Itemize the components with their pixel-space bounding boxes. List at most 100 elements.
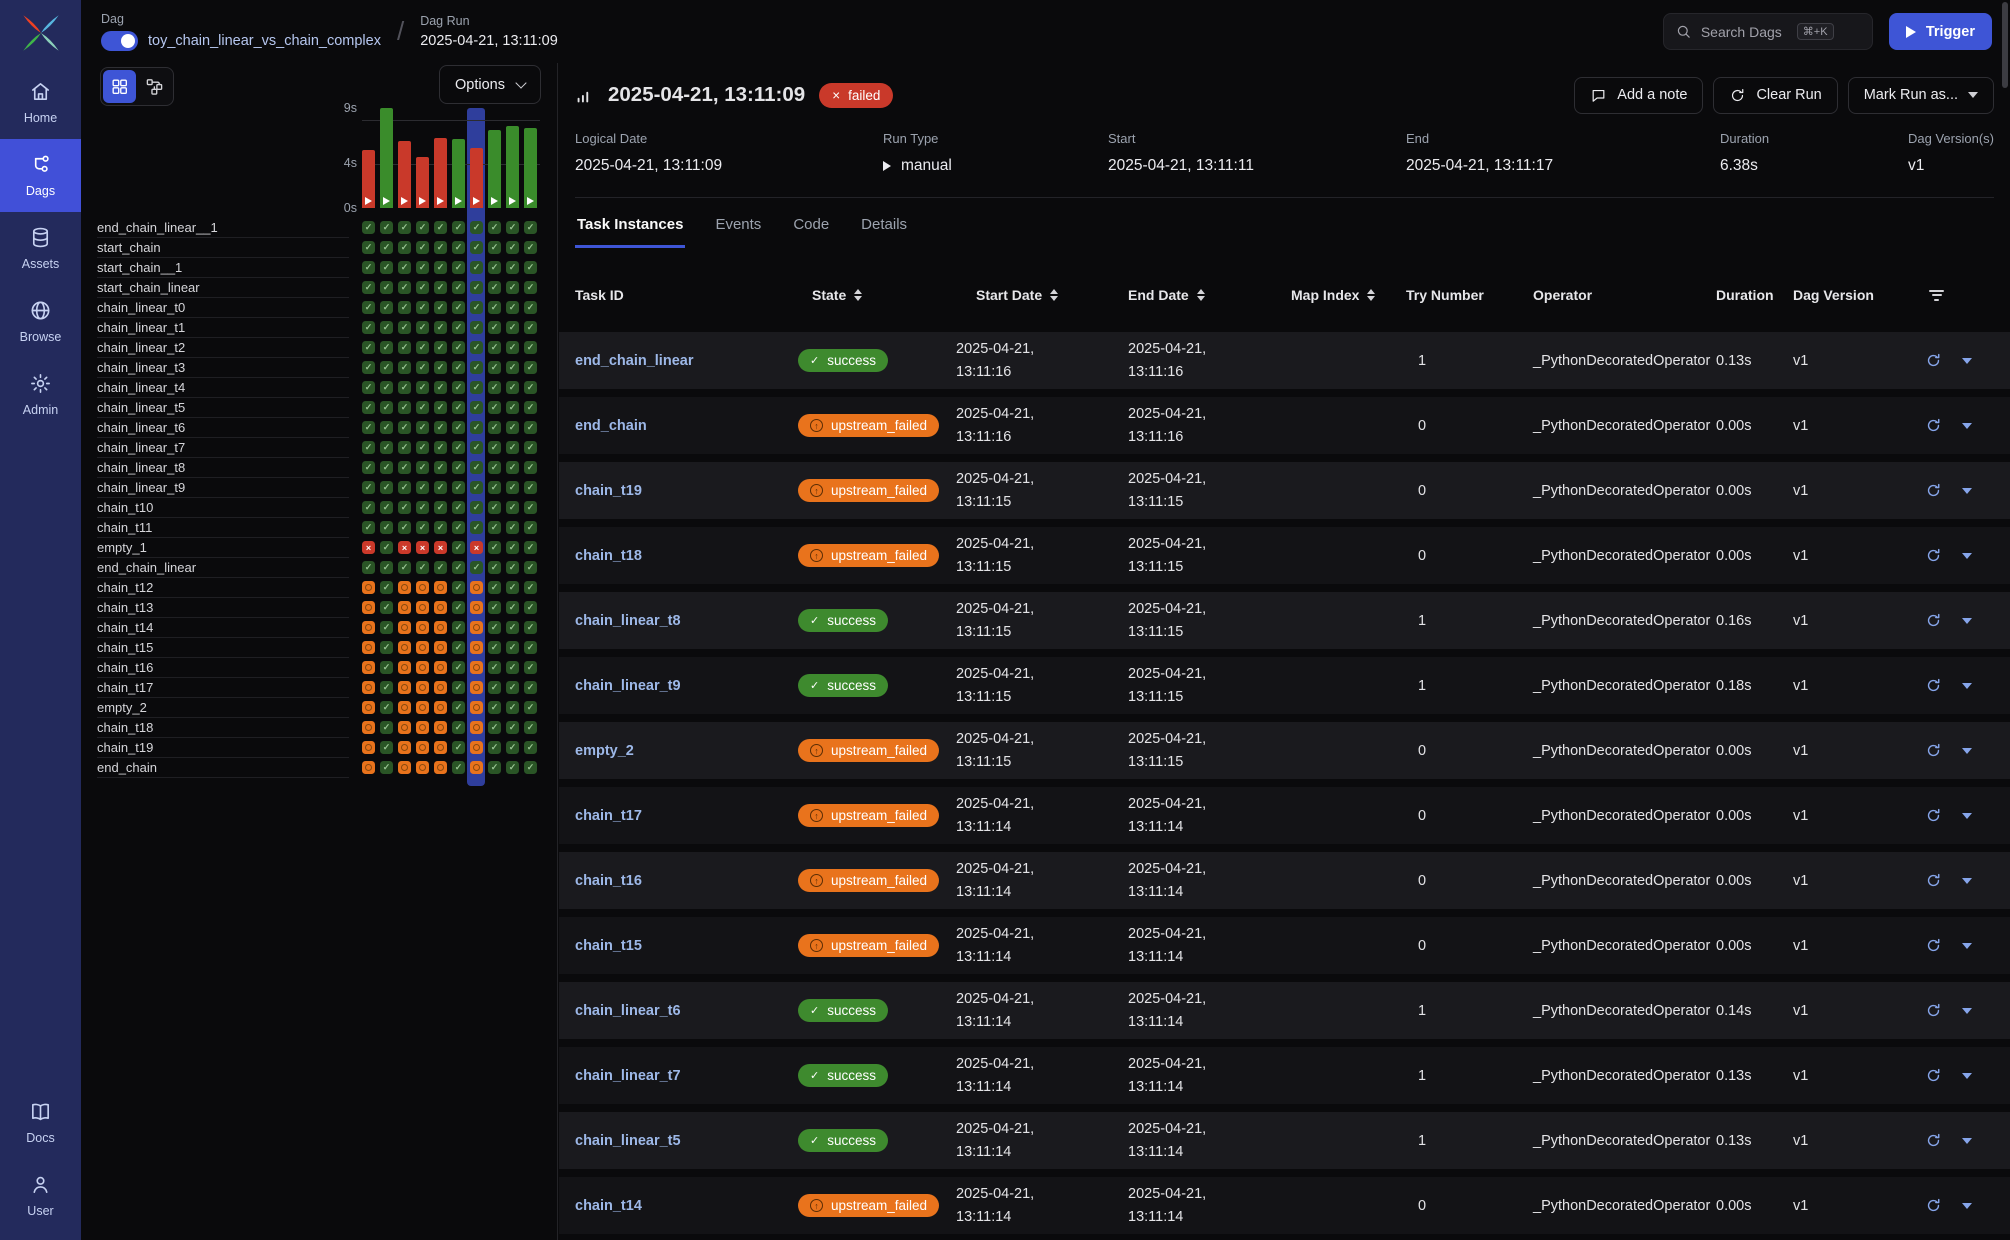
task-label[interactable]: start_chain_linear bbox=[97, 278, 349, 298]
task-status-success-icon[interactable]: ✓ bbox=[362, 261, 375, 274]
run-duration-bar[interactable] bbox=[398, 141, 411, 208]
task-status-upstream-icon[interactable] bbox=[416, 681, 429, 694]
task-status-success-icon[interactable]: ✓ bbox=[416, 521, 429, 534]
task-status-success-icon[interactable]: ✓ bbox=[416, 281, 429, 294]
task-status-success-icon[interactable]: ✓ bbox=[488, 561, 501, 574]
task-label[interactable]: chain_t13 bbox=[97, 598, 349, 618]
task-status-success-icon[interactable]: ✓ bbox=[470, 321, 483, 334]
task-status-success-icon[interactable]: ✓ bbox=[434, 401, 447, 414]
task-status-success-icon[interactable]: ✓ bbox=[452, 261, 465, 274]
grid-view-button[interactable] bbox=[103, 70, 136, 103]
task-status-success-icon[interactable]: ✓ bbox=[488, 761, 501, 774]
task-status-success-icon[interactable]: ✓ bbox=[362, 321, 375, 334]
caret-down-icon[interactable] bbox=[1962, 748, 1972, 754]
task-label[interactable]: chain_linear_t6 bbox=[97, 418, 349, 438]
task-status-success-icon[interactable]: ✓ bbox=[434, 361, 447, 374]
task-status-success-icon[interactable]: ✓ bbox=[488, 581, 501, 594]
task-status-success-icon[interactable]: ✓ bbox=[470, 421, 483, 434]
task-status-success-icon[interactable]: ✓ bbox=[506, 241, 519, 254]
task-id-link[interactable]: chain_t16 bbox=[575, 873, 798, 889]
task-status-success-icon[interactable]: ✓ bbox=[380, 281, 393, 294]
task-label[interactable]: chain_linear_t0 bbox=[97, 298, 349, 318]
task-status-success-icon[interactable]: ✓ bbox=[380, 641, 393, 654]
task-status-success-icon[interactable]: ✓ bbox=[380, 581, 393, 594]
task-status-success-icon[interactable]: ✓ bbox=[362, 401, 375, 414]
task-status-success-icon[interactable]: ✓ bbox=[506, 261, 519, 274]
task-status-success-icon[interactable]: ✓ bbox=[488, 381, 501, 394]
task-status-success-icon[interactable]: ✓ bbox=[488, 321, 501, 334]
task-status-success-icon[interactable]: ✓ bbox=[362, 561, 375, 574]
task-status-success-icon[interactable]: ✓ bbox=[416, 561, 429, 574]
task-status-success-icon[interactable]: ✓ bbox=[524, 581, 537, 594]
task-label[interactable]: empty_2 bbox=[97, 698, 349, 718]
task-status-success-icon[interactable]: ✓ bbox=[524, 481, 537, 494]
task-status-success-icon[interactable]: ✓ bbox=[362, 521, 375, 534]
dag-pause-toggle[interactable] bbox=[101, 31, 138, 51]
clear-run-button[interactable]: Clear Run bbox=[1713, 77, 1837, 114]
task-id-link[interactable]: end_chain bbox=[575, 418, 798, 434]
search-input[interactable]: Search Dags ⌘+K bbox=[1663, 13, 1873, 50]
task-status-success-icon[interactable]: ✓ bbox=[506, 481, 519, 494]
mark-run-as-button[interactable]: Mark Run as... bbox=[1848, 77, 1994, 114]
task-status-success-icon[interactable]: ✓ bbox=[398, 401, 411, 414]
task-status-success-icon[interactable]: ✓ bbox=[452, 421, 465, 434]
task-status-upstream-icon[interactable] bbox=[416, 721, 429, 734]
task-status-success-icon[interactable]: ✓ bbox=[524, 341, 537, 354]
task-status-success-icon[interactable]: ✓ bbox=[506, 321, 519, 334]
task-status-success-icon[interactable]: ✓ bbox=[452, 661, 465, 674]
task-status-upstream-icon[interactable] bbox=[398, 721, 411, 734]
task-status-success-icon[interactable]: ✓ bbox=[470, 221, 483, 234]
task-status-success-icon[interactable]: ✓ bbox=[506, 641, 519, 654]
sort-icon[interactable] bbox=[854, 289, 862, 301]
task-status-upstream-icon[interactable] bbox=[470, 601, 483, 614]
task-status-success-icon[interactable]: ✓ bbox=[380, 441, 393, 454]
task-status-upstream-icon[interactable] bbox=[470, 581, 483, 594]
task-status-success-icon[interactable]: ✓ bbox=[506, 301, 519, 314]
task-status-success-icon[interactable]: ✓ bbox=[506, 681, 519, 694]
clear-task-icon[interactable] bbox=[1925, 1067, 1942, 1084]
caret-down-icon[interactable] bbox=[1962, 618, 1972, 624]
task-status-success-icon[interactable]: ✓ bbox=[506, 341, 519, 354]
task-status-success-icon[interactable]: ✓ bbox=[506, 741, 519, 754]
task-status-success-icon[interactable]: ✓ bbox=[506, 541, 519, 554]
task-status-success-icon[interactable]: ✓ bbox=[452, 581, 465, 594]
task-status-upstream-icon[interactable] bbox=[362, 701, 375, 714]
clear-task-icon[interactable] bbox=[1925, 1132, 1942, 1149]
task-status-success-icon[interactable]: ✓ bbox=[506, 561, 519, 574]
task-status-upstream-icon[interactable] bbox=[434, 721, 447, 734]
task-status-failed-icon[interactable]: × bbox=[362, 541, 375, 554]
task-status-success-icon[interactable]: ✓ bbox=[488, 681, 501, 694]
task-status-upstream-icon[interactable] bbox=[416, 761, 429, 774]
task-status-success-icon[interactable]: ✓ bbox=[488, 461, 501, 474]
sidebar-item-user[interactable]: User bbox=[0, 1159, 81, 1232]
task-status-success-icon[interactable]: ✓ bbox=[524, 221, 537, 234]
task-status-success-icon[interactable]: ✓ bbox=[398, 361, 411, 374]
task-label[interactable]: chain_linear_t7 bbox=[97, 438, 349, 458]
task-status-success-icon[interactable]: ✓ bbox=[380, 381, 393, 394]
task-status-success-icon[interactable]: ✓ bbox=[470, 401, 483, 414]
task-status-upstream-icon[interactable] bbox=[362, 641, 375, 654]
task-status-failed-icon[interactable]: × bbox=[470, 541, 483, 554]
task-status-success-icon[interactable]: ✓ bbox=[488, 481, 501, 494]
clear-task-icon[interactable] bbox=[1925, 742, 1942, 759]
task-status-success-icon[interactable]: ✓ bbox=[398, 381, 411, 394]
task-status-success-icon[interactable]: ✓ bbox=[434, 481, 447, 494]
task-status-success-icon[interactable]: ✓ bbox=[398, 521, 411, 534]
task-status-success-icon[interactable]: ✓ bbox=[380, 681, 393, 694]
task-status-success-icon[interactable]: ✓ bbox=[398, 261, 411, 274]
clear-task-icon[interactable] bbox=[1925, 1002, 1942, 1019]
run-duration-bar[interactable] bbox=[488, 130, 501, 208]
task-status-success-icon[interactable]: ✓ bbox=[416, 321, 429, 334]
task-status-success-icon[interactable]: ✓ bbox=[488, 401, 501, 414]
task-status-upstream-icon[interactable] bbox=[416, 601, 429, 614]
task-id-link[interactable]: chain_linear_t7 bbox=[575, 1068, 798, 1084]
task-status-success-icon[interactable]: ✓ bbox=[524, 681, 537, 694]
task-status-success-icon[interactable]: ✓ bbox=[452, 541, 465, 554]
task-id-link[interactable]: chain_linear_t9 bbox=[575, 678, 798, 694]
task-status-success-icon[interactable]: ✓ bbox=[398, 421, 411, 434]
task-status-success-icon[interactable]: ✓ bbox=[488, 721, 501, 734]
task-status-success-icon[interactable]: ✓ bbox=[362, 301, 375, 314]
task-status-success-icon[interactable]: ✓ bbox=[524, 301, 537, 314]
task-status-success-icon[interactable]: ✓ bbox=[416, 301, 429, 314]
task-status-success-icon[interactable]: ✓ bbox=[380, 541, 393, 554]
